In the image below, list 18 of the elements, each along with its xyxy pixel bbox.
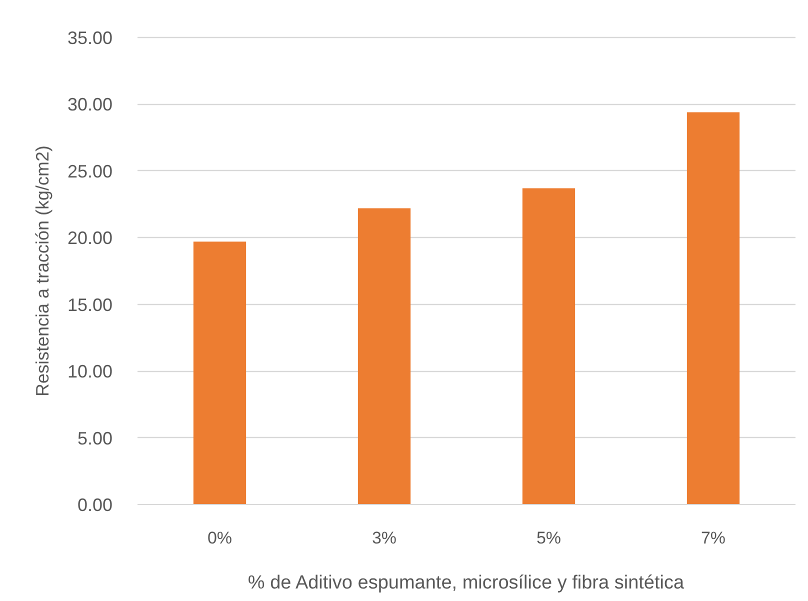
y-tick-label: 15.00	[67, 294, 113, 315]
x-tick-label: 7%	[700, 528, 726, 548]
y-tick-label: 0.00	[77, 495, 113, 515]
bar	[193, 242, 246, 504]
y-tick-label: 20.00	[67, 228, 113, 248]
x-tick-label: 3%	[372, 528, 397, 548]
x-tick-label: 5%	[536, 528, 562, 548]
y-tick-label: 25.00	[67, 161, 113, 182]
y-tick-label: 35.00	[67, 28, 113, 48]
x-axis-title: % de Aditivo espumante, microsílice y fibra sintética	[248, 572, 684, 594]
y-axis-title: Resistencia a tracción (kg/cm2)	[32, 145, 52, 397]
y-tick-label: 30.00	[67, 94, 113, 115]
y-tick-label: 10.00	[67, 362, 113, 382]
y-tick-label: 5.00	[77, 428, 113, 448]
bar	[522, 188, 576, 504]
bar	[358, 208, 411, 504]
x-tick-label: 0%	[207, 528, 232, 548]
bar	[686, 112, 740, 504]
